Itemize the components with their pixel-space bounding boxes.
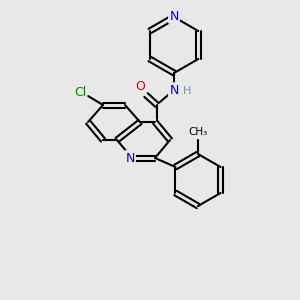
Text: N: N <box>169 83 179 97</box>
Text: H: H <box>183 86 191 96</box>
Text: Cl: Cl <box>74 86 86 100</box>
Text: O: O <box>135 80 145 94</box>
Text: N: N <box>169 10 179 22</box>
Text: CH₃: CH₃ <box>188 127 208 137</box>
Text: N: N <box>125 152 135 164</box>
